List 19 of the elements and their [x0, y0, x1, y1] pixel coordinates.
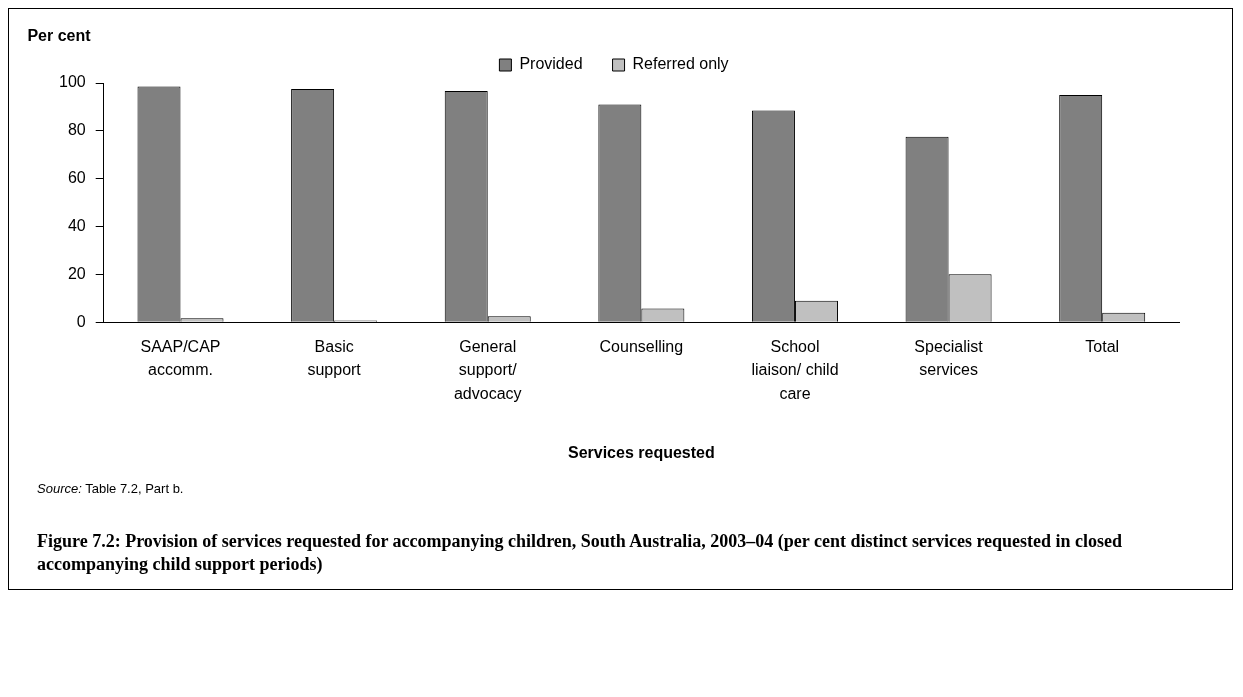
x-tick-label: Total — [1085, 338, 1120, 356]
text: Figure 7.2: Provision of services requested for accompanying children, South Australia, 2003–04 (per cent distinct services requested in closed accompanying child support periods) — [37, 530, 1124, 577]
x-tick-label: School liaison/ child care — [751, 338, 839, 402]
x-tick-label: General support/ advocacy — [453, 338, 522, 402]
y-tick-label: 80 — [67, 121, 86, 139]
y-tick-label: 60 — [67, 169, 86, 187]
y-tick-label: 40 — [67, 216, 86, 234]
x-tick-label: Counselling — [599, 338, 684, 356]
y-tick-label: 20 — [67, 264, 86, 282]
y-axis-title: Per cent — [27, 27, 92, 45]
legend-label: Provided — [519, 55, 583, 73]
y-tick-label: 100 — [58, 73, 86, 91]
y-tick-label: 0 — [76, 312, 86, 330]
x-axis-title: Services requested — [567, 443, 715, 461]
x-tick-label: Specialist services — [914, 338, 984, 379]
x-tick-label: Basic support — [307, 338, 362, 379]
legend-label: Referred only — [632, 55, 729, 73]
source-note: Source: Table 7.2, Part b. — [37, 481, 185, 496]
x-tick-label: SAAP/CAP accomm. — [140, 338, 221, 379]
